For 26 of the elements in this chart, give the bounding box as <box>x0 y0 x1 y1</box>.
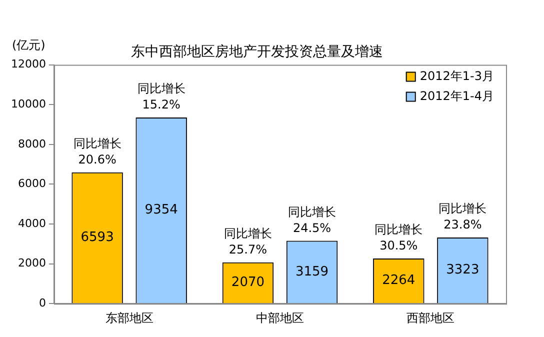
y-tick-label: 6000 <box>18 177 46 190</box>
annotation: 同比增长 24.5% <box>288 204 336 235</box>
annotation: 同比增长 20.6% <box>73 136 122 167</box>
x-tick-label: 东部地区 <box>105 310 154 325</box>
y-tick-label: 4000 <box>18 216 46 230</box>
data-label: 2070 <box>231 275 265 290</box>
legend-label: 2012年1-4月 <box>420 88 494 103</box>
y-tick-label: 10000 <box>10 97 46 110</box>
annotation: 同比增长 30.5% <box>374 222 423 253</box>
annotation: 同比增长 25.7% <box>224 226 272 257</box>
x-tick-label: 西部地区 <box>406 310 455 325</box>
y-axis-title: (亿元) <box>12 38 46 52</box>
legend-label: 2012年1-3月 <box>420 68 494 83</box>
y-tick-label: 0 <box>38 296 46 310</box>
annotation: 同比增长 15.2% <box>137 82 186 112</box>
data-label: 6593 <box>80 230 114 246</box>
y-tick-label: 8000 <box>18 137 46 150</box>
annotation: 同比增长 23.8% <box>438 202 487 232</box>
y-tick-label: 12000 <box>10 58 46 71</box>
data-label: 2264 <box>382 273 416 288</box>
data-label: 3323 <box>446 262 480 278</box>
x-tick-label: 中部地区 <box>256 310 304 325</box>
chart-title: 东中西部地区房地产开发投资总量及增速 <box>131 44 383 60</box>
y-tick-label: 2000 <box>18 256 46 270</box>
data-label: 9354 <box>144 202 178 218</box>
data-label: 3159 <box>295 264 329 280</box>
